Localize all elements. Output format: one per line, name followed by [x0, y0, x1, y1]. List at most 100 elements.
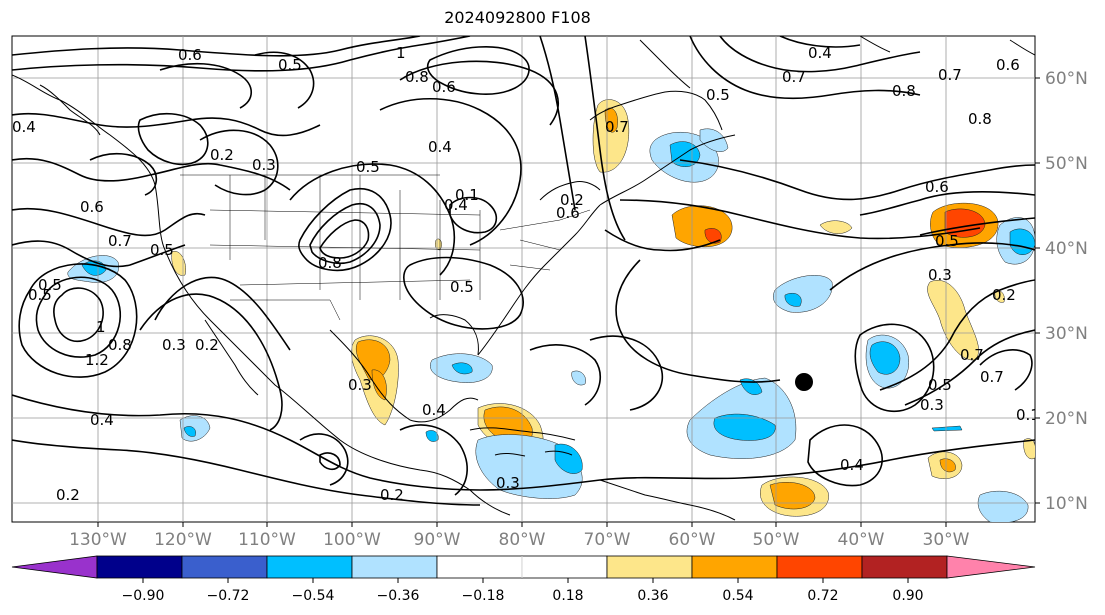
contour-label: 0.4: [840, 456, 864, 474]
colorbar-tick-marks: [142, 578, 909, 583]
lon-label-90w: 90°W: [414, 530, 461, 550]
contour-label: 0.1: [1016, 406, 1040, 424]
contour-label: 0.1: [455, 186, 479, 204]
lon-tick-marks: [97, 522, 947, 527]
contour-label: 0.2: [210, 146, 234, 164]
lon-label-130w: 130°W: [69, 530, 127, 550]
lon-label-120w: 120°W: [154, 530, 212, 550]
lat-label-30n: 30°N: [1045, 324, 1088, 344]
contour-label: 0.4: [12, 118, 36, 136]
contour-label: 0.5: [150, 241, 174, 259]
colorbar-tick-label: −0.54: [292, 588, 335, 604]
colorbar-segment: [606, 555, 693, 579]
contour-label: 0.8: [968, 110, 992, 128]
contour-label: 0.5: [38, 276, 62, 294]
contour-label: 0.3: [348, 376, 372, 394]
contour-label: 0.2: [195, 336, 219, 354]
contour-label: 0.7: [782, 68, 806, 86]
contour-label: 0.7: [980, 368, 1004, 386]
contour-label: 0.7: [605, 118, 629, 136]
colorbar-tick-label: 0.36: [637, 588, 668, 604]
lon-label-80w: 80°W: [499, 530, 546, 550]
coastlines: [12, 36, 1035, 521]
contour-label: 0.8: [318, 254, 342, 272]
contour-label: 0.3: [920, 396, 944, 414]
contour-label: 0.6: [178, 46, 202, 64]
lon-label-30w: 30°W: [923, 530, 970, 550]
contour-label: 0.7: [960, 346, 984, 364]
contour-label: 0.3: [252, 156, 276, 174]
colorbar-segment: [691, 555, 778, 579]
lon-label-60w: 60°W: [669, 530, 716, 550]
contour-label: 0.2: [992, 286, 1016, 304]
colorbar-tick-label: −0.90: [122, 588, 165, 604]
contour-label: 0.6: [432, 78, 456, 96]
contour-label: 0.4: [808, 44, 832, 62]
contour-label: 0.2: [380, 486, 404, 504]
colorbar-extend-high: [946, 555, 1036, 579]
colorbar-tick-labels: −0.90 −0.72 −0.54 −0.36 −0.18 0.18 0.36 …: [122, 588, 924, 604]
contour-label: 0.6: [996, 56, 1020, 74]
contour-label: 0.5: [28, 286, 52, 304]
contour-label: 0.5: [450, 278, 474, 296]
lon-label-70w: 70°W: [584, 530, 631, 550]
contour-label: 0.6: [925, 178, 949, 196]
lon-label-40w: 40°W: [838, 530, 885, 550]
contour-label: 0.4: [444, 196, 468, 214]
lon-label-100w: 100°W: [323, 530, 381, 550]
contour-label: 0.5: [706, 86, 730, 104]
contour-label: 0.2: [56, 486, 80, 504]
colorbar-tick-label: −0.72: [207, 588, 250, 604]
lat-tick-marks: [1035, 77, 1040, 504]
storm-center-marker: [795, 373, 813, 391]
contour-label: 0.2: [560, 191, 584, 209]
colorbar-tick-label: 0.54: [722, 588, 753, 604]
state-borders: [180, 174, 591, 321]
contour-labels: 0.6 0.5 1 0.8 0.6 0.5 0.4 0.4 0.6 0.7 0.…: [12, 44, 1040, 504]
lon-label-50w: 50°W: [753, 530, 800, 550]
contour-label: 1: [396, 44, 406, 62]
colorbar-segment: [521, 555, 608, 579]
contour-label: 0.4: [422, 401, 446, 419]
contour-label: 0.8: [892, 82, 916, 100]
contour-label: 1: [96, 318, 106, 336]
contour-label: 0.5: [278, 56, 302, 74]
colorbar-segment: [436, 555, 523, 579]
contour-label: 0.8: [108, 336, 132, 354]
contour-label: 0.5: [935, 232, 959, 250]
lat-tick-labels: 60°N 50°N 40°N 30°N 20°N 10°N: [1045, 69, 1088, 514]
lon-tick-labels: 130°W 120°W 110°W 100°W 90°W 80°W 70°W 6…: [69, 530, 970, 550]
contour-label: 0.3: [496, 474, 520, 492]
contour-label: 0.3: [162, 336, 186, 354]
colorbar-tick-label: 0.72: [807, 588, 838, 604]
contour-label: 0.6: [80, 198, 104, 216]
contour-label: 0.3: [928, 266, 952, 284]
colorbar-segment: [351, 555, 438, 579]
contour-lines: [12, 36, 1035, 506]
lat-label-50n: 50°N: [1045, 154, 1088, 174]
lat-lon-grid: [12, 36, 1035, 522]
lat-label-60n: 60°N: [1045, 69, 1088, 89]
colorbar-segment: [266, 555, 353, 579]
contour-label: 0.5: [928, 376, 952, 394]
contour-label: 1.2: [85, 351, 109, 369]
lat-label-40n: 40°N: [1045, 239, 1088, 259]
lon-label-110w: 110°W: [238, 530, 296, 550]
colorbar-tick-label: 0.90: [892, 588, 923, 604]
negative-anomaly-shading: [67, 128, 1035, 522]
colorbar: [11, 555, 1036, 579]
contour-label: 0.4: [428, 138, 452, 156]
contour-label: 0.7: [938, 66, 962, 84]
contour-label: 0.7: [108, 232, 132, 250]
contour-label: 0.6: [556, 204, 580, 222]
plot-title: 2024092800 F108: [444, 8, 591, 27]
colorbar-segment: [96, 555, 183, 579]
colorbar-segment: [776, 555, 863, 579]
colorbar-extend-low: [11, 555, 98, 579]
colorbar-segment: [181, 555, 268, 579]
contour-label: 0.4: [90, 411, 114, 429]
lat-label-20n: 20°N: [1045, 409, 1088, 429]
colorbar-tick-label: −0.18: [462, 588, 505, 604]
colorbar-tick-label: 0.18: [552, 588, 583, 604]
